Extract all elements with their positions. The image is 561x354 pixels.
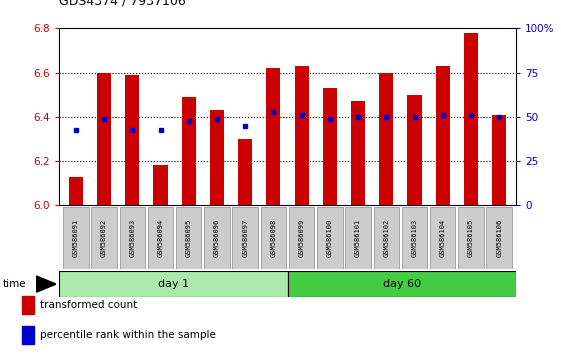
Bar bbox=[402, 207, 427, 269]
Bar bbox=[22, 296, 34, 314]
Bar bbox=[148, 207, 173, 269]
Bar bbox=[119, 207, 145, 269]
Bar bbox=[379, 73, 393, 205]
Bar bbox=[59, 271, 288, 297]
Bar bbox=[154, 166, 168, 205]
Text: GSM586100: GSM586100 bbox=[327, 219, 333, 257]
Polygon shape bbox=[36, 276, 56, 292]
Bar bbox=[91, 207, 117, 269]
Bar bbox=[288, 271, 516, 297]
Text: GSM586098: GSM586098 bbox=[270, 219, 277, 257]
Text: GSM586106: GSM586106 bbox=[496, 219, 502, 257]
Text: GSM586096: GSM586096 bbox=[214, 219, 220, 257]
Text: GSM586101: GSM586101 bbox=[355, 219, 361, 257]
Bar bbox=[182, 97, 196, 205]
Text: GSM586103: GSM586103 bbox=[412, 219, 417, 257]
Text: percentile rank within the sample: percentile rank within the sample bbox=[40, 330, 216, 340]
Bar bbox=[374, 207, 399, 269]
Bar bbox=[351, 101, 365, 205]
Text: GSM586094: GSM586094 bbox=[158, 219, 163, 257]
Text: time: time bbox=[3, 279, 26, 289]
Text: GSM586102: GSM586102 bbox=[383, 219, 389, 257]
Bar bbox=[430, 207, 456, 269]
Bar bbox=[69, 177, 83, 205]
Bar bbox=[458, 207, 484, 269]
Bar bbox=[210, 110, 224, 205]
Text: day 60: day 60 bbox=[383, 279, 421, 289]
Bar bbox=[407, 95, 421, 205]
Bar bbox=[238, 139, 252, 205]
Bar bbox=[295, 66, 309, 205]
Text: GSM586105: GSM586105 bbox=[468, 219, 474, 257]
Bar bbox=[317, 207, 343, 269]
Bar bbox=[176, 207, 201, 269]
Text: GSM586093: GSM586093 bbox=[129, 219, 135, 257]
Text: day 1: day 1 bbox=[158, 279, 188, 289]
Bar bbox=[97, 73, 111, 205]
Text: GSM586092: GSM586092 bbox=[101, 219, 107, 257]
Bar bbox=[464, 33, 478, 205]
Bar bbox=[492, 115, 506, 205]
Bar bbox=[486, 207, 512, 269]
Bar bbox=[232, 207, 258, 269]
Text: GSM586095: GSM586095 bbox=[186, 219, 192, 257]
Bar bbox=[323, 88, 337, 205]
Bar bbox=[289, 207, 314, 269]
Bar bbox=[266, 68, 280, 205]
Bar bbox=[125, 75, 139, 205]
Bar bbox=[63, 207, 89, 269]
Text: GSM586104: GSM586104 bbox=[440, 219, 446, 257]
Text: GSM586091: GSM586091 bbox=[73, 219, 79, 257]
Text: transformed count: transformed count bbox=[40, 299, 137, 310]
Bar bbox=[346, 207, 371, 269]
Bar bbox=[436, 66, 450, 205]
Bar bbox=[204, 207, 229, 269]
Bar bbox=[261, 207, 286, 269]
Text: GSM586099: GSM586099 bbox=[298, 219, 305, 257]
Text: GSM586097: GSM586097 bbox=[242, 219, 248, 257]
Bar bbox=[22, 326, 34, 344]
Text: GDS4374 / 7937106: GDS4374 / 7937106 bbox=[59, 0, 186, 7]
